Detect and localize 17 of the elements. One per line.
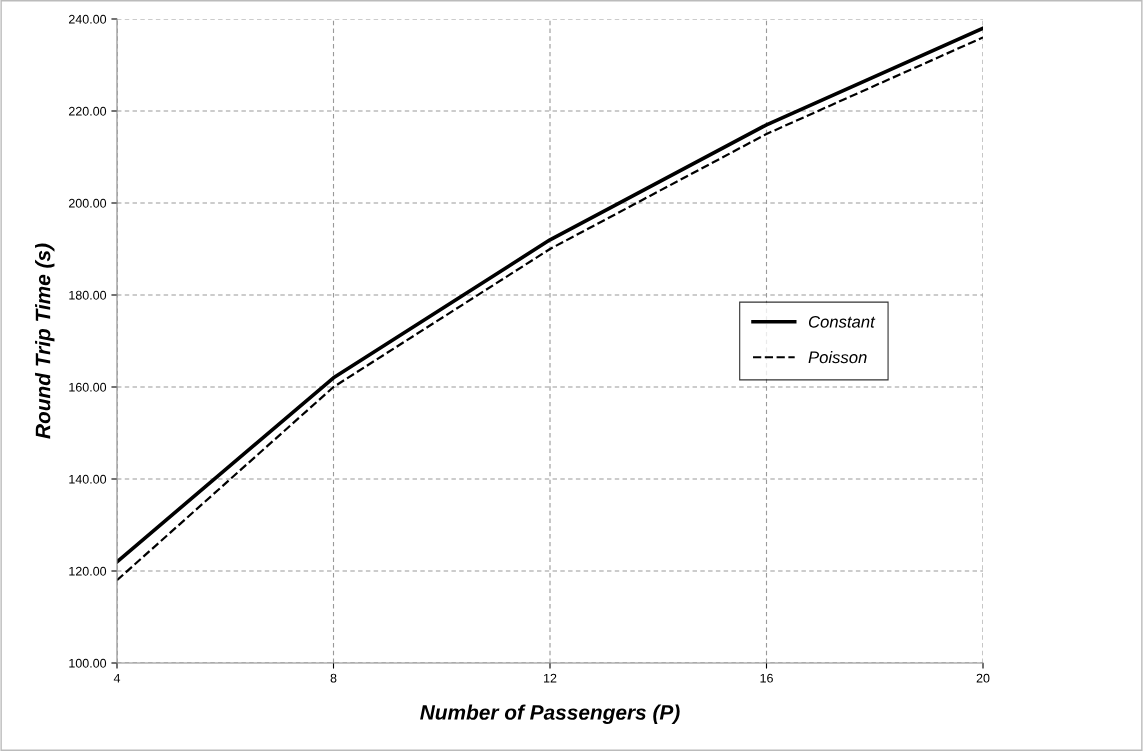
y-tick-label: 160.00	[69, 382, 107, 392]
y-tick-label: 180.00	[69, 290, 107, 300]
x-tick-label: 8	[330, 673, 337, 683]
x-tick-label: 20	[976, 673, 990, 683]
x-tick-label: 4	[113, 673, 121, 683]
y-tick-label: 200.00	[68, 198, 107, 208]
y-tick-label: 220.00	[68, 106, 107, 116]
legend-label: Poisson	[808, 351, 867, 364]
x-axis-title: Number of Passengers (P)	[420, 704, 680, 724]
y-tick-label: 240.00	[68, 14, 107, 24]
y-tick-label: 120.00	[69, 566, 107, 576]
y-axis-title: Round Trip Time (s)	[35, 243, 55, 439]
legend-label: Constant	[808, 315, 876, 328]
x-tick-label: 16	[760, 673, 773, 683]
y-tick-label: 100.00	[69, 658, 107, 668]
x-tick-label: 12	[544, 673, 557, 683]
y-tick-label: 140.00	[69, 474, 107, 484]
